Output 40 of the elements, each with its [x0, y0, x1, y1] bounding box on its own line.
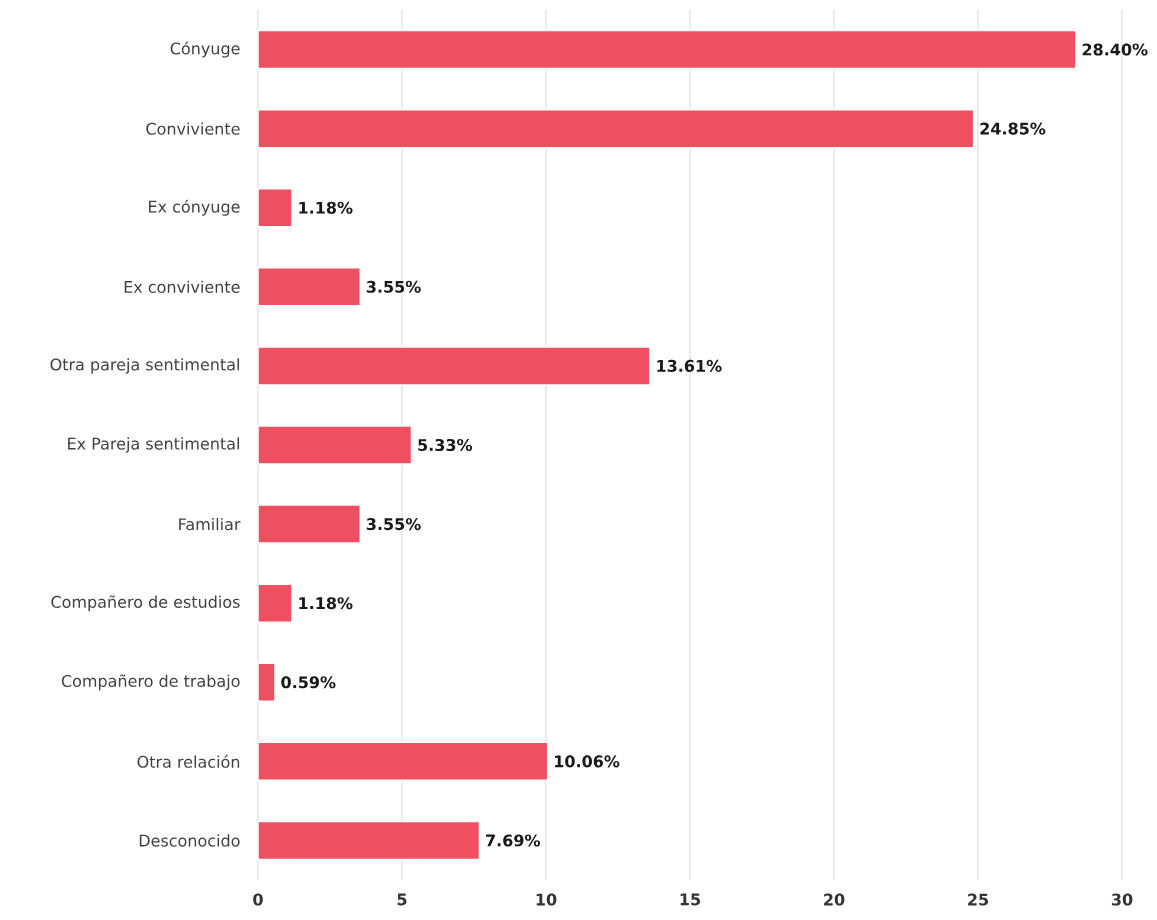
bar [257, 425, 413, 465]
y-tick-label: Ex conviviente [124, 280, 240, 293]
bar [257, 504, 361, 544]
bar [257, 29, 1077, 70]
x-tick-label: 30 [1111, 893, 1133, 906]
bar [257, 267, 361, 307]
x-tick-label: 20 [824, 893, 845, 906]
data-label: 10.06% [555, 755, 620, 768]
x-tick-label: 15 [680, 893, 701, 906]
data-label: 5.33% [418, 438, 473, 452]
data-label: 3.55% [366, 280, 421, 293]
bar [257, 583, 293, 623]
y-tick-label: Compañero de trabajo [61, 674, 240, 691]
y-tick-label: Ex Pareja sentimental [68, 437, 239, 453]
y-tick-label: Otra pareja sentimental [50, 358, 239, 374]
y-tick-label: Ex cónyuge [149, 199, 240, 216]
bar [257, 662, 276, 703]
bar [257, 346, 651, 386]
x-tick-label: 10 [536, 893, 557, 906]
bar [257, 741, 549, 782]
data-label: 7.69% [486, 834, 541, 847]
x-tick-label: 25 [968, 893, 989, 906]
data-label: 13.61% [657, 359, 722, 372]
x-tick-label: 5 [397, 893, 407, 906]
data-label: 1.18% [299, 201, 353, 214]
data-label: 3.55% [366, 518, 421, 531]
y-tick-label: Familiar [179, 517, 241, 531]
bar [257, 820, 481, 861]
y-tick-label: Otra relación [137, 754, 240, 768]
data-label: 1.18% [299, 597, 353, 610]
x-tick-label: 0 [253, 893, 263, 906]
y-tick-label: Conviviente [146, 122, 240, 135]
bar [257, 187, 293, 228]
data-label: 24.85% [980, 122, 1046, 135]
data-label: 0.59% [281, 676, 336, 689]
y-tick-label: Compañero de estudios [51, 595, 240, 612]
data-label: 28.40% [1082, 43, 1148, 56]
bar [257, 108, 975, 149]
y-tick-label: Cónyuge [170, 41, 240, 58]
y-tick-label: Desconocido [139, 834, 240, 847]
